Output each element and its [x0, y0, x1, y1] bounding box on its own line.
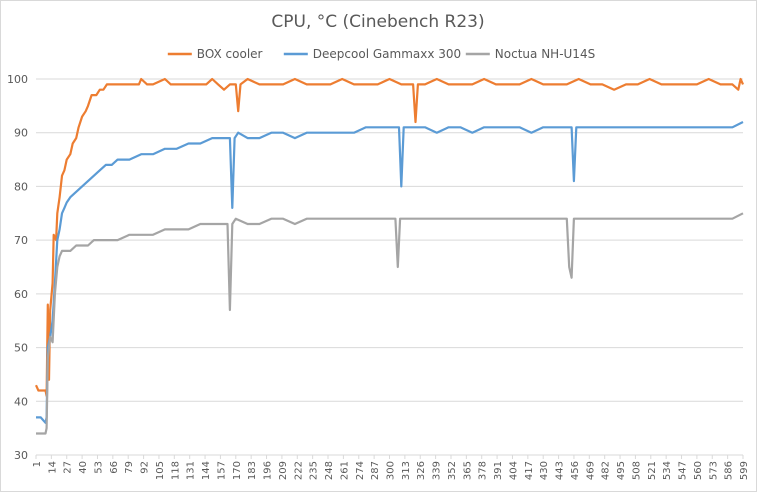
x-tick-label: 118	[170, 461, 181, 480]
legend-label: BOX cooler	[197, 47, 263, 61]
series-line-1	[36, 121, 744, 424]
x-tick-label: 404	[508, 461, 519, 480]
x-tick-label: 573	[708, 461, 719, 480]
x-tick-label: 79	[124, 461, 135, 474]
series-lines	[34, 77, 745, 435]
x-tick-label: 183	[247, 461, 258, 480]
x-tick-label: 560	[693, 461, 704, 480]
x-tick-label: 274	[355, 461, 366, 480]
x-tick-label: 222	[293, 461, 304, 480]
x-tick-label: 482	[601, 461, 612, 480]
gridlines	[36, 78, 743, 456]
y-tick-label: 30	[14, 449, 28, 462]
x-tick-label: 521	[647, 461, 658, 480]
y-tick-label: 90	[14, 127, 28, 140]
x-tick-label: 235	[309, 461, 320, 480]
x-tick-label: 66	[109, 461, 120, 474]
x-tick-label: 157	[216, 461, 227, 480]
x-tick-label: 209	[278, 461, 289, 480]
x-tick-label: 508	[631, 461, 642, 480]
x-tick-label: 92	[140, 461, 151, 474]
x-tick-label: 27	[63, 461, 74, 474]
x-tick-label: 391	[493, 461, 504, 480]
x-tick-label: 196	[263, 461, 274, 480]
x-tick-label: 469	[585, 461, 596, 480]
x-tick-label: 352	[447, 461, 458, 480]
x-tick-label: 248	[324, 461, 335, 480]
x-tick-label: 313	[401, 461, 412, 480]
x-tick-label: 144	[201, 461, 212, 480]
x-tick-label: 547	[678, 461, 689, 480]
chart-title: CPU, °C (Cinebench R23)	[271, 12, 484, 32]
series-line-0	[34, 77, 745, 397]
x-tick-label: 131	[186, 461, 197, 480]
x-tick-label: 417	[524, 461, 535, 480]
x-tick-label: 586	[724, 461, 735, 480]
x-tick-label: 599	[739, 461, 750, 480]
legend: BOX cooler Deepcool Gammaxx 300 Noctua NH-…	[167, 47, 595, 61]
y-axis: 30 40 50 60 70 80 90 100	[7, 73, 28, 462]
y-tick-label: 80	[14, 180, 28, 193]
x-tick-label: 287	[370, 461, 381, 480]
x-tick-label: 261	[339, 461, 350, 480]
x-tick-label: 534	[662, 461, 673, 480]
x-tick-label: 1	[32, 461, 43, 467]
x-tick-label: 53	[93, 461, 104, 474]
x-tick-label: 443	[555, 461, 566, 480]
x-tick-label: 456	[570, 461, 581, 480]
legend-label: Noctua NH-U14S	[495, 47, 595, 61]
x-tick-label: 170	[232, 461, 243, 480]
x-tick-label: 495	[616, 461, 627, 480]
x-tick-label: 339	[432, 461, 443, 480]
y-tick-label: 70	[14, 234, 28, 247]
series-line-2	[36, 212, 744, 435]
x-tick-label: 365	[462, 461, 473, 480]
x-tick-label: 40	[78, 461, 89, 474]
x-tick-label: 430	[539, 461, 550, 480]
x-tick-label: 300	[386, 461, 397, 480]
y-tick-label: 60	[14, 288, 28, 301]
y-tick-label: 100	[7, 73, 28, 86]
x-tick-label: 326	[416, 461, 427, 480]
x-tick-label: 14	[47, 461, 58, 474]
x-tick-label: 378	[478, 461, 489, 480]
y-tick-label: 50	[14, 342, 28, 355]
x-tick-label: 105	[155, 461, 166, 480]
y-tick-label: 40	[14, 395, 28, 408]
legend-label: Deepcool Gammaxx 300	[313, 47, 461, 61]
x-axis: 1 14 27 40 53 66 79 92 105 118 131 144 157 170 183 196 2…	[32, 454, 750, 480]
